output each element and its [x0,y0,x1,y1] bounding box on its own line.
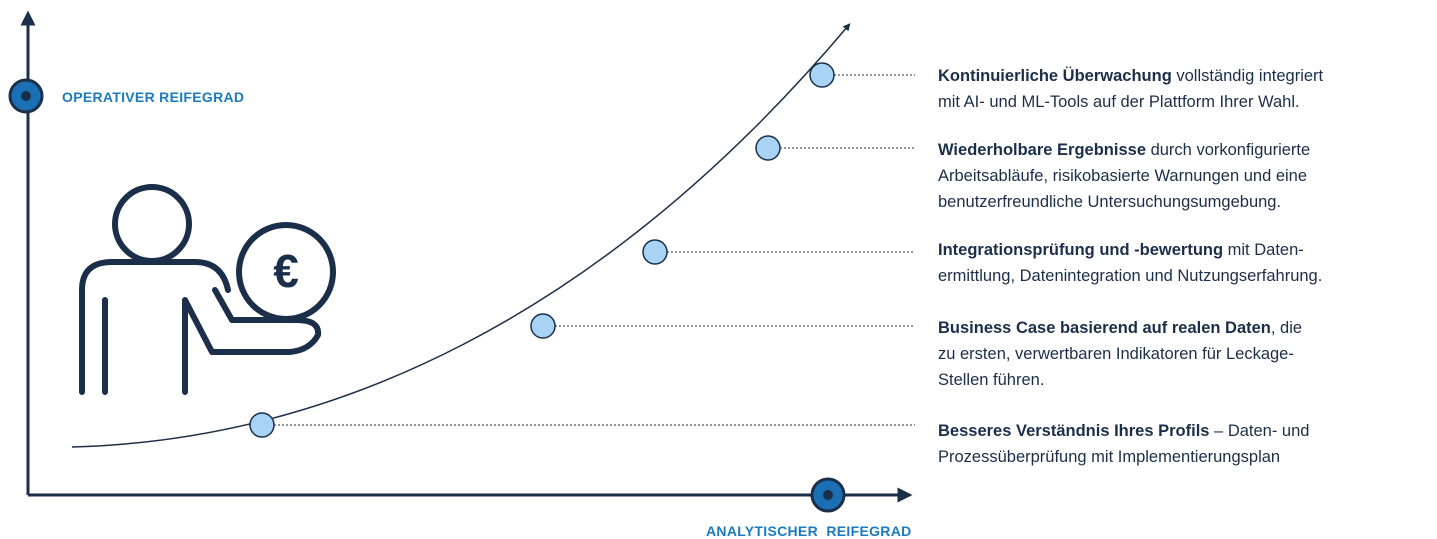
stage-point [643,240,667,264]
coin-symbol: € [273,245,299,297]
person-head [115,187,189,261]
stage-title: Wiederholbare Ergebnisse [938,141,1146,159]
stage-text: Besseres Verständnis Ihres Profils – Dat… [938,418,1437,470]
stage-line: zu ersten, verwertbaren Indikatoren für … [938,345,1294,363]
x-axis-label: ANALYTISCHER REIFEGRAD [706,523,912,539]
stage-line: , die [1271,319,1302,337]
stage-point [756,136,780,160]
stage-line: ermittlung, Datenintegration und Nutzung… [938,267,1322,285]
stage-line: mit Daten- [1223,241,1304,259]
stage-title: Business Case basierend auf realen Daten [938,319,1271,337]
stage-title: Besseres Verständnis Ihres Profils [938,422,1209,440]
stage-text: Integrationsprüfung und -bewertung mit D… [938,237,1437,289]
stage-text: Kontinuierliche Überwachung vollständig … [938,63,1437,115]
stage-points [250,63,834,437]
stage-line: Stellen führen. [938,371,1044,389]
stage-text: Business Case basierend auf realen Daten… [938,315,1437,393]
y-axis-label: OPERATIVER REIFEGRAD [62,89,244,105]
axis-marker-dot [21,91,31,101]
connectors [274,75,915,425]
page: € OPERATIVER REIFEGRAD ANALYTISCHER REIF… [0,0,1437,539]
stage-line: Arbeitsabläufe, risikobasierte Warnungen… [938,167,1307,185]
stage-title: Integrationsprüfung und -bewertung [938,241,1223,259]
stage-line: mit AI- und ML-Tools auf der Plattform I… [938,93,1300,111]
stage-line: benutzerfreundliche Untersuchungsumgebun… [938,193,1281,211]
stage-point [250,413,274,437]
stage-title: Kontinuierliche Überwachung [938,67,1172,85]
stage-line: Prozessüberprüfung mit Implementierungsp… [938,448,1280,466]
stage-line: – Daten- und [1209,422,1309,440]
stage-point [531,314,555,338]
stage-point [810,63,834,87]
stage-text: Wiederholbare Ergebnisse durch vorkonfig… [938,137,1437,215]
axis-marker-dot [823,490,833,500]
stage-line: durch vorkonfigurierte [1146,141,1310,159]
stage-line: vollständig integriert [1172,67,1323,85]
